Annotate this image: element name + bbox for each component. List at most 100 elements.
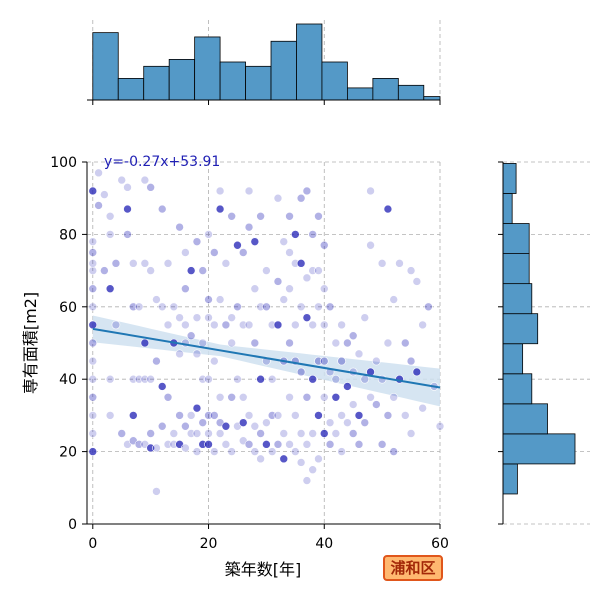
scatter-point bbox=[128, 411, 138, 420]
scatter-point bbox=[100, 266, 109, 275]
scatter-point bbox=[400, 411, 410, 420]
scatter-point bbox=[296, 193, 306, 203]
scatter-point bbox=[88, 411, 98, 420]
scatter-point bbox=[117, 175, 127, 185]
scatter-point bbox=[186, 266, 196, 275]
scatter-point bbox=[360, 418, 370, 427]
y-tick-label: 60 bbox=[59, 300, 77, 316]
scatter-point bbox=[227, 392, 236, 402]
scatter-point bbox=[221, 259, 231, 268]
scatter-point bbox=[105, 212, 115, 221]
right-hist-bar bbox=[502, 343, 524, 375]
scatter-point bbox=[105, 284, 115, 294]
regression-equation: y=-0.27x+53.91 bbox=[104, 154, 220, 170]
scatter-point bbox=[192, 237, 202, 246]
scatter-point bbox=[88, 186, 98, 196]
scatter-point bbox=[152, 356, 161, 366]
scatter-point bbox=[331, 429, 341, 438]
scatter-point bbox=[175, 222, 184, 232]
top-hist-bar bbox=[194, 36, 221, 101]
right-hist-bar bbox=[502, 283, 533, 315]
scatter-point bbox=[267, 447, 277, 456]
scatter-point bbox=[163, 259, 173, 268]
scatter-point bbox=[186, 331, 196, 341]
scatter-point bbox=[372, 356, 381, 366]
scatter-point bbox=[215, 295, 225, 304]
scatter-point bbox=[383, 338, 393, 348]
scatter-point bbox=[262, 266, 271, 275]
x-tick-label: 0 bbox=[88, 536, 97, 552]
scatter-point bbox=[302, 440, 312, 449]
scatter-point bbox=[302, 476, 312, 485]
scatter-point bbox=[88, 338, 98, 348]
scatter-point bbox=[238, 418, 248, 427]
scatter-point bbox=[348, 400, 358, 409]
y-axis-label: 専有面積[m2] bbox=[21, 292, 40, 394]
scatter-point bbox=[285, 440, 294, 449]
scatter-point bbox=[233, 240, 242, 250]
scatter-point bbox=[256, 212, 265, 221]
scatter-point bbox=[256, 374, 265, 384]
scatter-point bbox=[354, 411, 364, 420]
top-hist-bar bbox=[245, 65, 272, 101]
scatter-point bbox=[291, 320, 300, 330]
scatter-point bbox=[221, 440, 231, 449]
y-tick-label: 40 bbox=[59, 372, 77, 388]
scatter-point bbox=[198, 338, 208, 348]
scatter-point bbox=[198, 418, 208, 427]
scatter-point bbox=[377, 259, 387, 268]
scatter-point bbox=[302, 313, 312, 322]
scatter-point bbox=[406, 429, 416, 438]
scatter-point bbox=[337, 447, 346, 456]
scatter-point bbox=[181, 320, 190, 330]
scatter-point bbox=[285, 248, 294, 257]
scatter-point bbox=[325, 418, 335, 427]
scatter-point bbox=[250, 338, 260, 348]
scatter-point bbox=[105, 411, 115, 420]
scatter-point bbox=[308, 465, 317, 475]
scatter-point bbox=[377, 440, 387, 449]
scatter-point bbox=[169, 302, 179, 312]
scatter-point bbox=[152, 443, 161, 453]
top-hist-bar bbox=[219, 61, 246, 101]
scatter-point bbox=[314, 454, 323, 464]
x-tick-label: 40 bbox=[315, 536, 333, 552]
scatter-point bbox=[88, 302, 98, 312]
scatter-point bbox=[198, 266, 208, 275]
scatter-point bbox=[360, 313, 370, 322]
scatter-point bbox=[343, 338, 352, 348]
scatter-point bbox=[140, 175, 150, 185]
scatter-point bbox=[175, 313, 184, 322]
scatter-point bbox=[279, 429, 289, 438]
top-hist-bar bbox=[423, 96, 441, 101]
scatter-point bbox=[244, 411, 254, 420]
scatter-point bbox=[348, 331, 358, 341]
scatter-point bbox=[227, 338, 236, 348]
scatter-point bbox=[291, 230, 300, 239]
scatter-point bbox=[192, 429, 202, 438]
scatter-point bbox=[238, 392, 248, 402]
scatter-point bbox=[88, 447, 98, 456]
scatter-point bbox=[88, 374, 98, 384]
y-tick-label: 20 bbox=[59, 445, 77, 461]
scatter-point bbox=[221, 421, 231, 431]
scatter-point bbox=[296, 458, 306, 467]
right-hist-bar bbox=[502, 253, 530, 285]
scatter-point bbox=[192, 349, 202, 359]
scatter-point bbox=[186, 411, 196, 420]
right-hist-bar bbox=[502, 463, 518, 495]
scatter-point bbox=[111, 320, 121, 330]
scatter-point bbox=[192, 403, 202, 413]
scatter-point bbox=[157, 204, 167, 214]
x-tick-label: 60 bbox=[431, 536, 449, 552]
right-hist-bar bbox=[502, 313, 539, 345]
right-hist-bar bbox=[502, 223, 530, 254]
scatter-point bbox=[319, 320, 329, 330]
scatter-point bbox=[233, 374, 242, 384]
top-hist-bar bbox=[117, 78, 145, 101]
scatter-point bbox=[215, 204, 225, 214]
scatter-point bbox=[140, 338, 150, 348]
scatter-point bbox=[285, 212, 294, 221]
scatter-point bbox=[389, 392, 399, 402]
scatter-point bbox=[88, 237, 98, 246]
